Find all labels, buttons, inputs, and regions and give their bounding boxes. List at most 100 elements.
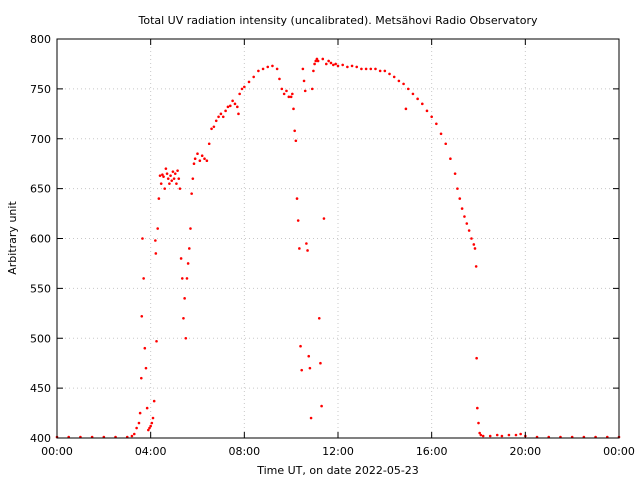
data-point [293, 129, 296, 133]
data-point [364, 67, 368, 71]
data-point [198, 159, 202, 162]
data-point [185, 277, 189, 280]
data-point [319, 361, 322, 365]
data-point [289, 95, 293, 99]
data-point [444, 142, 448, 146]
data-point [182, 317, 185, 320]
data-point [341, 63, 344, 67]
data-point [275, 67, 279, 71]
data-point [214, 119, 218, 123]
data-point [488, 434, 492, 438]
y-tick-label: 500 [30, 332, 51, 345]
data-point [152, 399, 156, 403]
data-point [156, 227, 159, 230]
data-point [165, 172, 169, 175]
y-tick-label: 600 [30, 233, 51, 246]
data-point [150, 421, 154, 425]
data-point [421, 102, 424, 106]
data-point [278, 77, 281, 81]
data-point [329, 61, 333, 65]
data-point [154, 252, 158, 255]
data-point [303, 89, 307, 93]
data-point [305, 242, 308, 245]
data-point [176, 169, 179, 172]
data-point [313, 62, 316, 66]
data-point [280, 87, 284, 91]
data-point [169, 174, 172, 177]
data-point [514, 433, 518, 437]
data-point [240, 87, 244, 91]
data-point [346, 65, 349, 69]
data-point [168, 182, 171, 185]
data-point [238, 92, 241, 96]
data-point [186, 262, 190, 265]
data-point [224, 109, 227, 113]
data-point [164, 167, 168, 170]
data-point [296, 219, 300, 222]
data-point [228, 104, 232, 108]
data-point [193, 157, 197, 160]
data-point [317, 317, 321, 320]
data-point [233, 102, 237, 106]
x-tick-label: 12:00 [322, 445, 354, 458]
data-point [143, 346, 147, 350]
data-point [519, 432, 522, 436]
data-point [453, 172, 457, 175]
data-point [327, 59, 330, 63]
data-point [155, 339, 158, 343]
data-point [163, 187, 167, 190]
data-point [212, 125, 216, 129]
data-point [449, 157, 452, 160]
data-point [481, 434, 485, 438]
x-tick-label: 20:00 [509, 445, 541, 458]
data-point [196, 152, 199, 156]
data-point [135, 426, 138, 430]
data-point [221, 115, 225, 119]
data-point [191, 177, 195, 180]
data-point [299, 344, 302, 348]
data-point [173, 172, 177, 175]
data-point [184, 336, 188, 340]
data-point [161, 173, 164, 176]
data-point [157, 197, 161, 200]
data-point [315, 57, 319, 61]
data-point [170, 179, 174, 182]
data-point [306, 249, 309, 252]
data-point [132, 432, 136, 436]
data-point [138, 411, 142, 415]
data-point [307, 354, 311, 358]
data-point [467, 229, 471, 232]
data-point [312, 69, 315, 73]
data-point [355, 65, 359, 69]
y-tick-label: 700 [30, 133, 51, 146]
data-point [458, 197, 462, 200]
data-point [475, 356, 478, 360]
data-point [378, 69, 382, 73]
data-point [392, 75, 396, 79]
data-point [334, 62, 337, 66]
data-point [479, 433, 483, 437]
data-point [397, 79, 401, 83]
data-point [477, 421, 480, 425]
grid-lines [57, 39, 619, 438]
y-tick-label: 800 [30, 33, 51, 46]
data-point [210, 127, 213, 131]
data-point [140, 315, 144, 318]
data-point [287, 95, 291, 99]
data-point [192, 162, 196, 165]
data-point [285, 89, 288, 93]
x-tick-label: 04:00 [135, 445, 167, 458]
data-point [439, 132, 443, 136]
data-point [463, 215, 466, 218]
data-point [203, 157, 206, 160]
x-tick-label: 08:00 [228, 445, 260, 458]
x-tick-label: 16:00 [416, 445, 448, 458]
data-point [308, 366, 312, 370]
data-point [465, 222, 469, 225]
data-point [243, 85, 246, 89]
data-point [180, 277, 184, 280]
data-point [151, 416, 155, 420]
y-tick-label: 650 [30, 183, 51, 196]
data-point [141, 237, 144, 240]
